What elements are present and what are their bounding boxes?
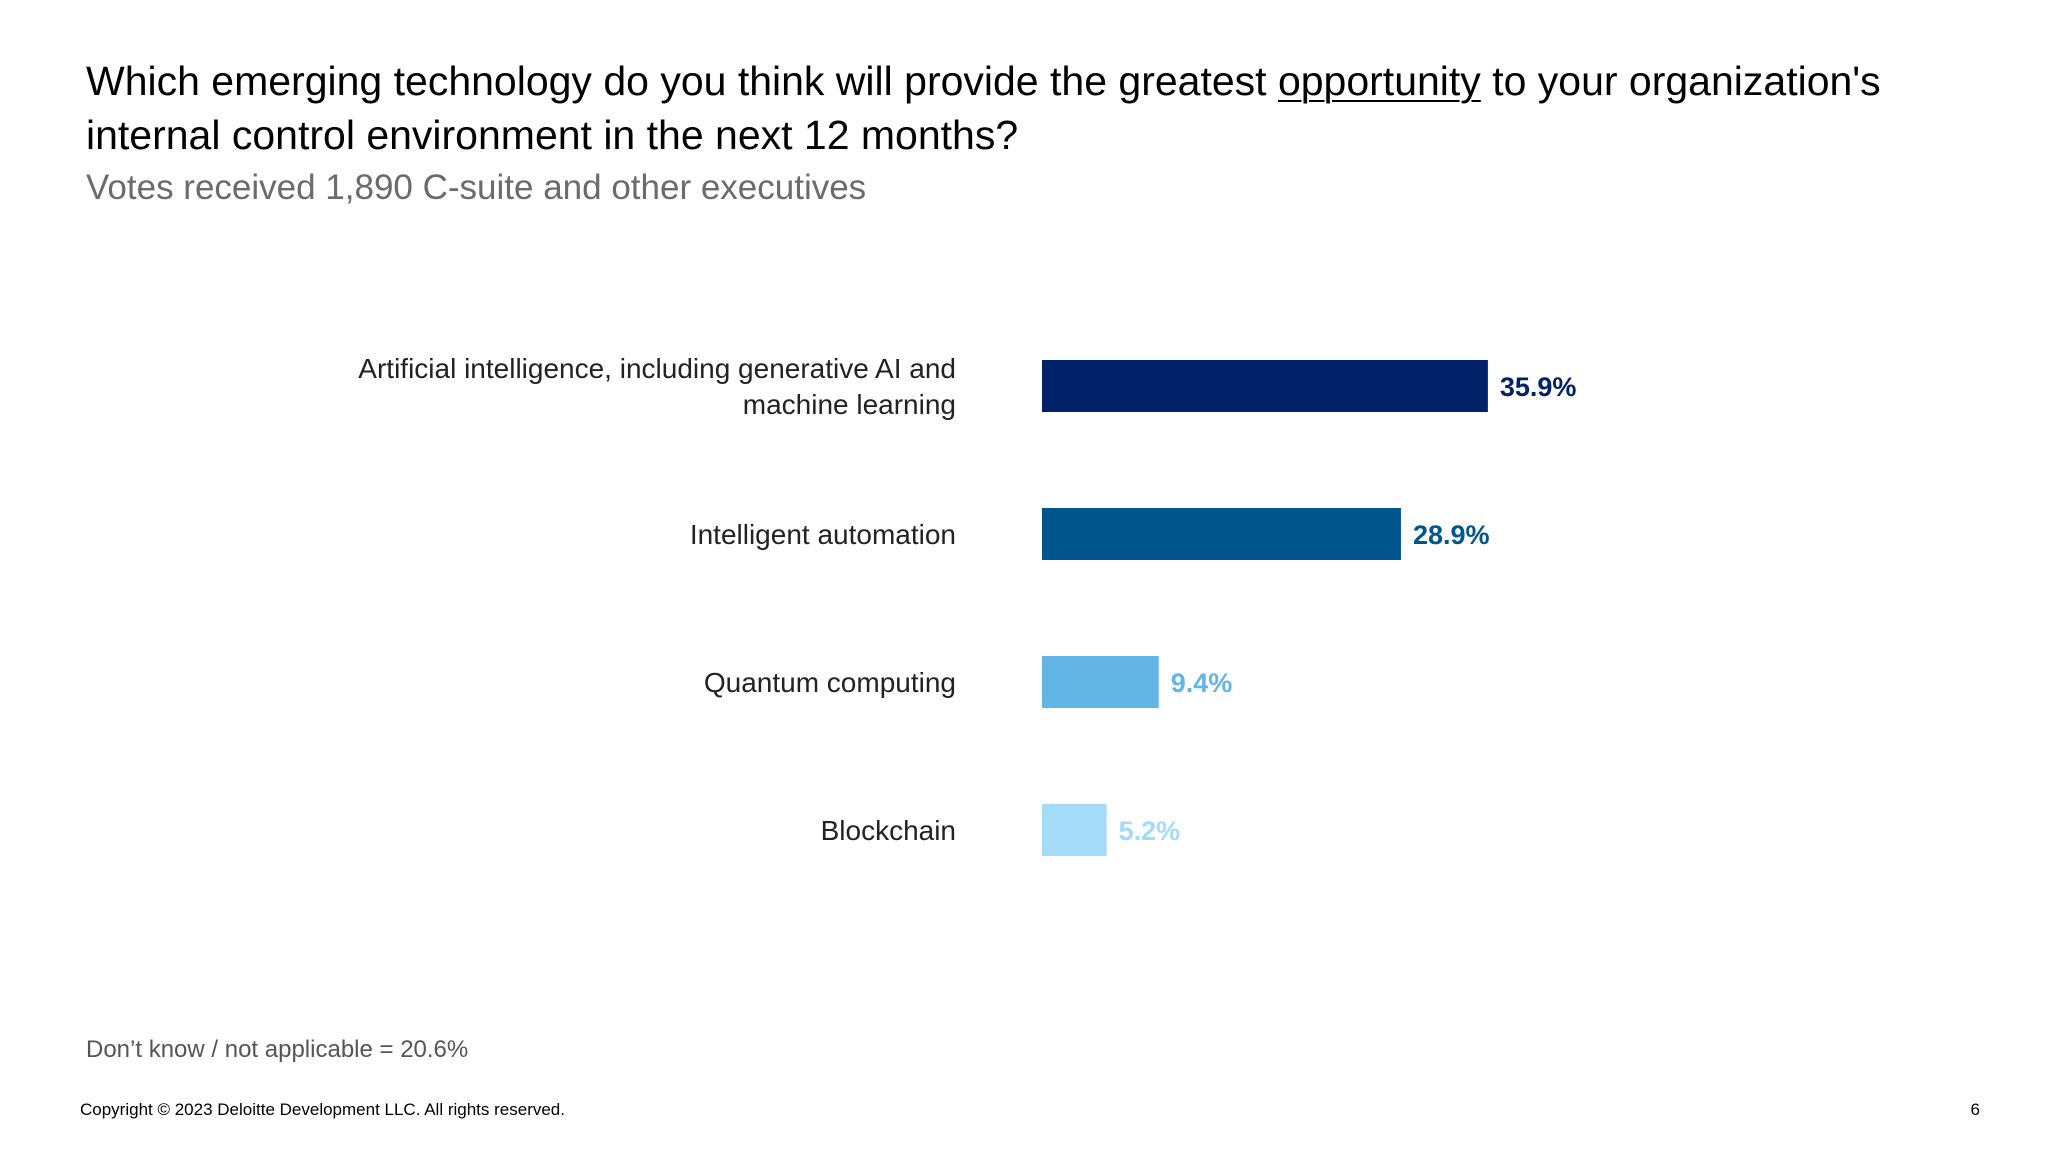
category-label-3-line-0: Blockchain (821, 815, 956, 846)
value-label-3: 5.2% (1119, 816, 1181, 846)
bar-0 (1042, 360, 1488, 412)
category-label-0-line-0: Artificial intelligence, including gener… (358, 353, 956, 384)
category-label-3: Blockchain (821, 815, 956, 846)
category-label-2-line-0: Quantum computing (704, 667, 956, 698)
title-text-start: Which emerging technology do you think w… (86, 58, 1278, 104)
title-emphasis: opportunity (1277, 58, 1481, 104)
category-label-0: Artificial intelligence, including gener… (358, 353, 956, 420)
title-text-end: to your organization's internal control … (86, 58, 1881, 158)
category-label-1-line-0: Intelligent automation (690, 519, 956, 550)
page-title: Which emerging technology do you think w… (86, 54, 1986, 162)
page-subtitle: Votes received 1,890 C-suite and other e… (86, 168, 867, 207)
footnote: Don’t know / not applicable = 20.6% (86, 1036, 469, 1063)
value-label-2: 9.4% (1171, 668, 1233, 698)
category-label-2: Quantum computing (704, 667, 956, 698)
value-label-0: 35.9% (1500, 372, 1577, 402)
bar-3 (1042, 804, 1107, 856)
category-label-1: Intelligent automation (690, 519, 956, 550)
page-number: 6 (1970, 1100, 1980, 1119)
bar-2 (1042, 656, 1159, 708)
bar-1 (1042, 508, 1401, 560)
value-label-1: 28.9% (1413, 520, 1490, 550)
bar-chart: 35.9% Artificial intelligence, including … (358, 353, 1577, 856)
category-label-0-line-1: machine learning (743, 389, 956, 420)
copyright: Copyright © 2023 Deloitte Development LL… (80, 1100, 565, 1119)
